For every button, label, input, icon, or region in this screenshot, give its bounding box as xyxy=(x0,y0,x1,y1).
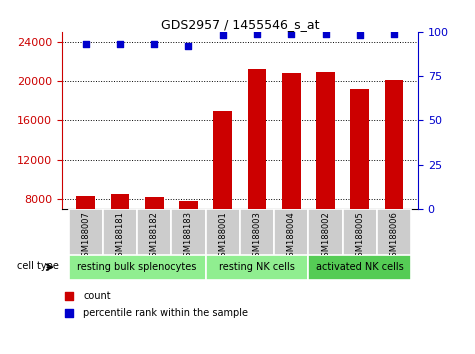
Bar xyxy=(240,209,274,255)
Point xyxy=(65,310,73,316)
Point xyxy=(356,33,363,38)
Bar xyxy=(206,209,240,255)
Text: GSM188005: GSM188005 xyxy=(355,211,364,262)
Point xyxy=(253,31,261,36)
Point xyxy=(82,41,89,47)
Text: GSM188183: GSM188183 xyxy=(184,211,193,262)
Text: GSM188002: GSM188002 xyxy=(321,211,330,262)
Bar xyxy=(282,73,301,209)
Text: GSM188001: GSM188001 xyxy=(218,211,227,262)
Bar xyxy=(137,209,171,255)
Bar xyxy=(103,209,137,255)
Point xyxy=(219,33,227,38)
Text: resting NK cells: resting NK cells xyxy=(219,262,295,272)
Point xyxy=(65,293,73,298)
Bar xyxy=(377,209,411,255)
Bar xyxy=(308,255,411,280)
Text: resting bulk splenocytes: resting bulk splenocytes xyxy=(77,262,197,272)
Text: cell type: cell type xyxy=(17,261,59,271)
Bar xyxy=(145,197,164,209)
Text: percentile rank within the sample: percentile rank within the sample xyxy=(83,308,248,318)
Bar xyxy=(247,69,266,209)
Point xyxy=(116,41,124,47)
Bar xyxy=(179,201,198,209)
Bar xyxy=(206,255,308,280)
Bar xyxy=(213,110,232,209)
Text: GSM188181: GSM188181 xyxy=(115,211,124,262)
Point xyxy=(287,31,295,36)
Bar xyxy=(351,89,369,209)
Text: GSM188004: GSM188004 xyxy=(287,211,296,262)
Title: GDS2957 / 1455546_s_at: GDS2957 / 1455546_s_at xyxy=(161,18,319,31)
Point xyxy=(185,43,192,49)
Text: GSM188007: GSM188007 xyxy=(81,211,90,262)
Text: activated NK cells: activated NK cells xyxy=(316,262,404,272)
Text: GSM188003: GSM188003 xyxy=(253,211,262,262)
Text: count: count xyxy=(83,291,111,301)
Point xyxy=(322,31,329,36)
Bar xyxy=(316,72,335,209)
Text: GSM188006: GSM188006 xyxy=(390,211,399,262)
Text: GSM188182: GSM188182 xyxy=(150,211,159,262)
Point xyxy=(151,41,158,47)
Bar xyxy=(171,209,206,255)
Point xyxy=(390,31,398,36)
Bar xyxy=(342,209,377,255)
Bar xyxy=(111,194,129,209)
Bar xyxy=(308,209,342,255)
Bar xyxy=(68,209,103,255)
Bar xyxy=(385,80,403,209)
Bar xyxy=(68,255,206,280)
Bar xyxy=(274,209,308,255)
Bar xyxy=(76,196,95,209)
